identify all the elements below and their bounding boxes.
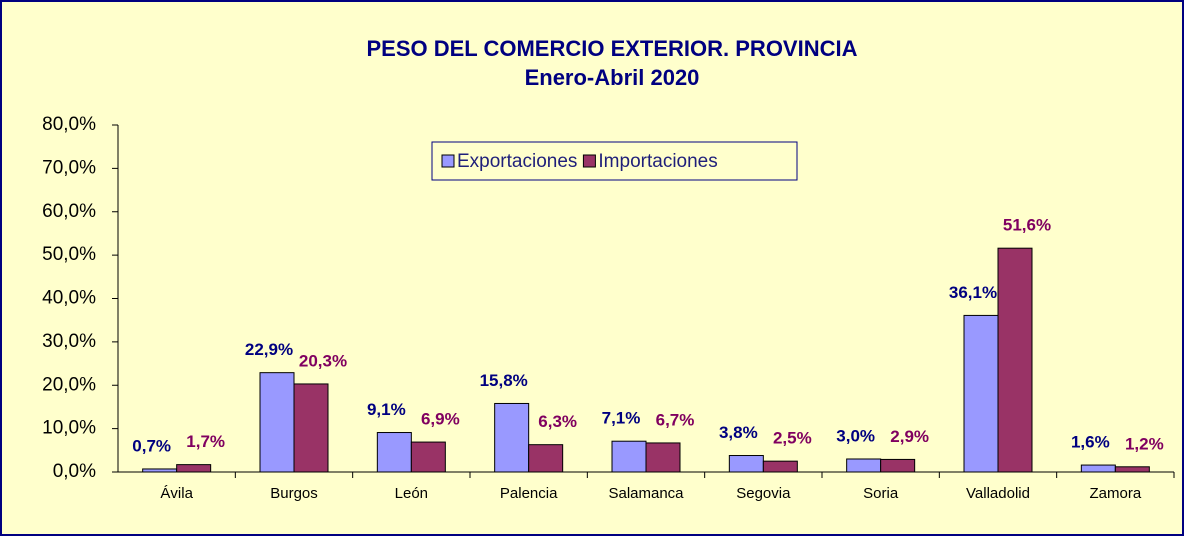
y-tick-label: 20,0% [42,374,96,395]
value-label: 2,9% [890,427,929,446]
y-tick-label: 70,0% [42,157,96,178]
value-label: 7,1% [602,409,641,428]
x-tick-label: Salamanca [608,485,684,502]
y-tick-label: 30,0% [42,331,96,352]
legend-box [431,141,798,181]
value-label: 3,8% [719,423,758,442]
y-tick-label: 40,0% [42,288,96,309]
bar [176,464,212,473]
x-tick-label: Zamora [1089,485,1141,502]
bar [963,314,999,473]
value-label: 6,3% [538,412,577,431]
y-tick-label: 10,0% [42,418,96,439]
x-tick-label: Valladolid [966,485,1030,502]
x-tick-label: Soria [863,485,899,502]
value-label: 3,0% [836,426,875,445]
x-tick-label: Burgos [270,485,318,502]
bar [1080,464,1116,473]
x-tick-label: Palencia [500,485,558,502]
legend-label: Importaciones [598,151,717,172]
value-label: 6,9% [421,410,460,429]
value-label: 20,3% [299,351,347,370]
bar [728,455,764,473]
value-label: 36,1% [949,283,997,302]
value-label: 1,2% [1125,434,1164,453]
value-label: 2,5% [773,429,812,448]
value-label: 51,6% [1003,216,1051,235]
value-label: 9,1% [367,400,406,419]
x-tick-label: Segovia [736,485,791,502]
value-label: 6,7% [656,410,695,429]
bar [846,458,882,473]
bar [259,372,295,473]
y-tick-label: 0,0% [53,461,96,482]
bar [880,458,916,473]
bar [611,440,647,473]
chart-title: PESO DEL COMERCIO EXTERIOR. PROVINCIA [367,36,858,61]
y-tick-label: 50,0% [42,244,96,265]
bar [293,383,329,473]
bar [762,460,798,473]
value-label: 15,8% [480,371,528,390]
legend-swatch [441,154,455,168]
value-label: 1,7% [186,432,225,451]
value-label: 1,6% [1071,433,1110,452]
x-tick-label: León [395,485,428,502]
value-label: 0,7% [132,436,171,455]
bar [494,402,530,473]
bar [410,441,446,473]
legend-swatch [582,154,596,168]
chart-subtitle: Enero-Abril 2020 [525,65,700,90]
value-label: 22,9% [245,340,293,359]
y-tick-label: 80,0% [42,114,96,135]
bar [376,432,412,473]
bar [1114,466,1150,473]
bar [528,444,564,473]
bar [997,247,1033,473]
bar [645,442,681,473]
legend-label: Exportaciones [457,151,577,172]
bar [142,468,178,473]
x-tick-label: Ávila [160,485,193,502]
y-tick-label: 60,0% [42,201,96,222]
